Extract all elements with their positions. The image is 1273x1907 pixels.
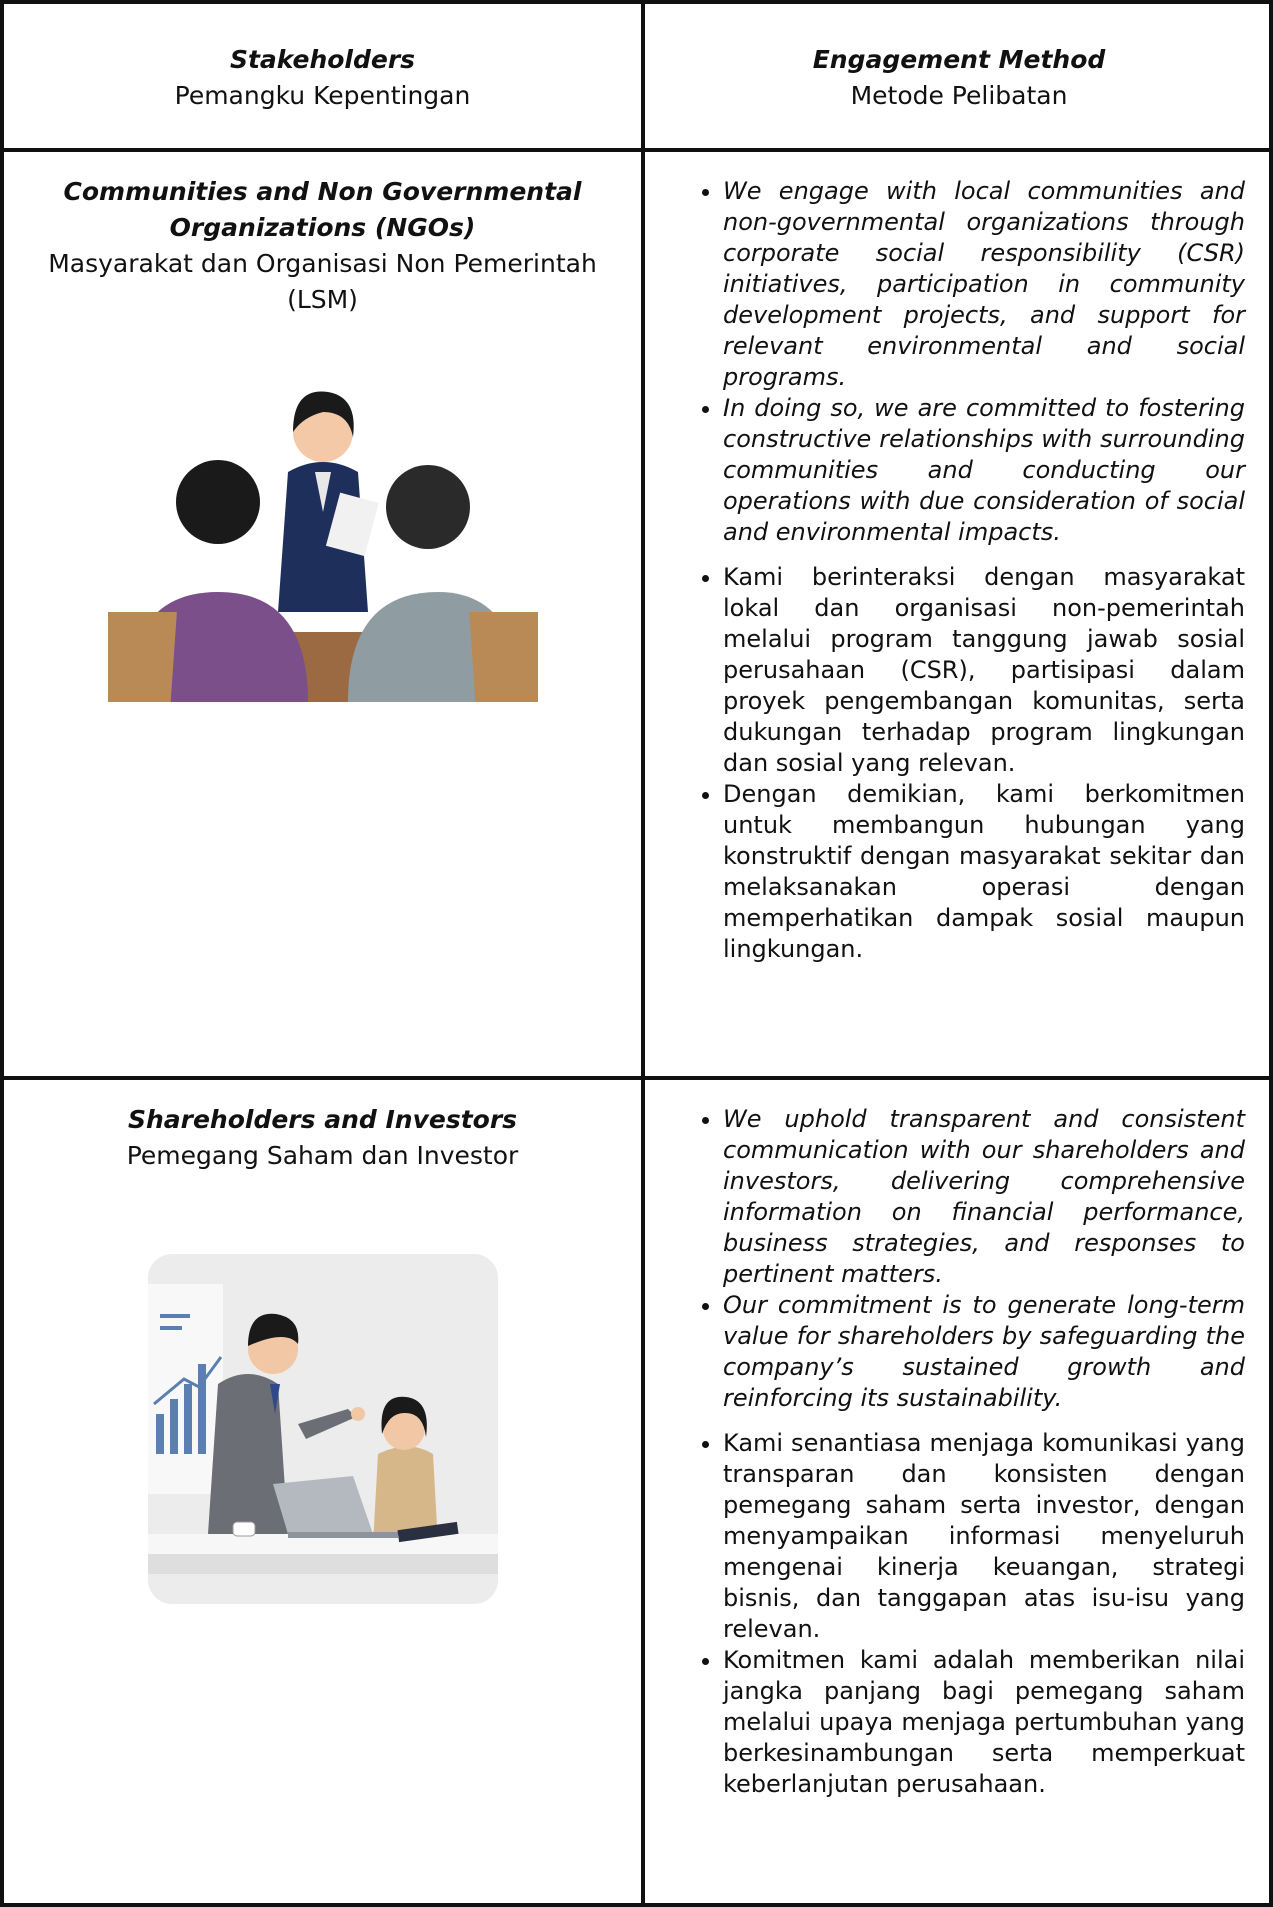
header-cell: Stakeholders Pemangku Kepentingan <box>4 42 641 114</box>
header-id: Pemangku Kepentingan <box>174 81 471 110</box>
stakeholder-cell: Communities and Non Governmental Organiz… <box>4 174 641 702</box>
stakeholder-id: Pemegang Saham dan Investor <box>126 1141 519 1170</box>
stakeholder-en: Communities and Non Governmental Organiz… <box>63 177 582 242</box>
header-cell: Engagement Method Metode Pelibatan <box>645 42 1273 114</box>
stakeholder-en: Shareholders and Investors <box>127 1105 518 1134</box>
method-en: We engage with local communities and non… <box>723 176 1245 393</box>
column-divider <box>641 4 645 1903</box>
method-cell: We uphold transparent and consistent com… <box>645 1104 1273 1800</box>
header-en: Engagement Method <box>812 45 1106 74</box>
method-en: We uphold transparent and consistent com… <box>723 1104 1245 1290</box>
illustration-meeting <box>107 391 538 702</box>
method-id: Komitmen kami adalah memberikan nilai ja… <box>723 1645 1245 1800</box>
method-en: Our commitment is to generate long-term … <box>723 1290 1245 1414</box>
method-cell: We engage with local communities and non… <box>645 176 1273 965</box>
method-id: Dengan demikian, kami berkomitmen untuk … <box>723 779 1245 965</box>
stakeholder-cell: Shareholders and Investors Pemegang Saha… <box>4 1102 641 1604</box>
illustration-investors <box>147 1254 498 1604</box>
method-list-en: We engage with local communities and non… <box>697 176 1245 548</box>
method-list-id: Kami berinteraksi dengan masyarakat loka… <box>697 562 1245 965</box>
row-divider <box>4 1076 1269 1080</box>
stakeholder-id: Masyarakat dan Organisasi Non Pemerintah… <box>48 249 597 314</box>
row-divider <box>4 148 1269 152</box>
method-id: Kami berinteraksi dengan masyarakat loka… <box>723 562 1245 779</box>
method-id: Kami senantiasa menjaga komunikasi yang … <box>723 1428 1245 1645</box>
method-list-en: We uphold transparent and consistent com… <box>697 1104 1245 1414</box>
method-list-id: Kami senantiasa menjaga komunikasi yang … <box>697 1428 1245 1800</box>
header-id: Metode Pelibatan <box>850 81 1068 110</box>
header-en: Stakeholders <box>229 45 416 74</box>
method-en: In doing so, we are committed to fosteri… <box>723 393 1245 548</box>
